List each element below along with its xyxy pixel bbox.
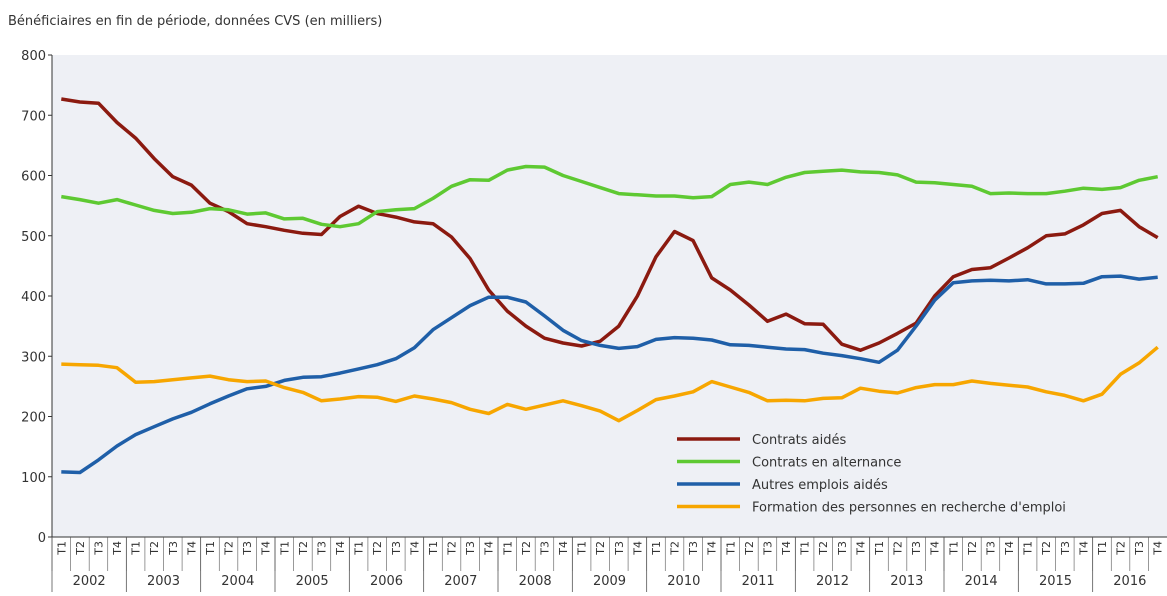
x-tick-label: T4 xyxy=(780,541,793,556)
year-label: 2010 xyxy=(667,574,700,589)
y-tick-label: 200 xyxy=(21,411,46,426)
x-tick-label: T2 xyxy=(148,541,161,556)
x-tick-label: T1 xyxy=(724,541,737,556)
x-tick-label: T2 xyxy=(743,541,756,556)
x-tick-label: T3 xyxy=(836,541,849,556)
x-tick-label: T4 xyxy=(854,541,867,556)
series-line xyxy=(61,345,1159,423)
x-tick-label: T4 xyxy=(185,541,198,556)
x-tick-label: T4 xyxy=(111,541,124,556)
x-tick-label: T1 xyxy=(130,541,143,556)
x-tick-label: T1 xyxy=(353,541,366,556)
y-tick-label: 0 xyxy=(38,531,46,546)
series-line xyxy=(61,97,1159,352)
y-tick-label: 500 xyxy=(21,230,46,245)
x-tick-label: T1 xyxy=(501,541,514,556)
chart-subtitle: Bénéficiaires en fin de période, données… xyxy=(8,14,382,29)
x-tick-label: T2 xyxy=(1115,541,1128,556)
x-tick-label: T2 xyxy=(892,541,905,556)
x-tick-label: T1 xyxy=(278,541,291,556)
x-tick-label: T4 xyxy=(929,541,942,556)
x-tick-label: T4 xyxy=(260,541,273,556)
x-tick-label: T4 xyxy=(706,541,719,556)
x-tick-label: T2 xyxy=(817,541,830,556)
x-tick-label: T2 xyxy=(520,541,533,556)
y-tick-label: 800 xyxy=(21,49,46,64)
legend-label: Autres emplois aidés xyxy=(752,478,888,493)
year-label: 2003 xyxy=(147,574,180,589)
x-tick-label: T4 xyxy=(1152,541,1165,556)
year-label: 2002 xyxy=(73,574,106,589)
x-tick-label: T4 xyxy=(631,541,644,556)
year-label: 2004 xyxy=(221,574,254,589)
x-tick-label: T3 xyxy=(538,541,551,556)
x-tick-label: T3 xyxy=(910,541,923,556)
year-label: 2008 xyxy=(519,574,552,589)
x-tick-label: T3 xyxy=(92,541,105,556)
year-label: 2007 xyxy=(444,574,477,589)
y-tick-label: 700 xyxy=(21,109,46,124)
x-tick-label: T3 xyxy=(390,541,403,556)
x-tick-label: T1 xyxy=(576,541,589,556)
x-tick-label: T1 xyxy=(1096,541,1109,556)
x-tick-label: T3 xyxy=(315,541,328,556)
x-tick-label: T2 xyxy=(1040,541,1053,556)
x-tick-label: T4 xyxy=(1077,541,1090,556)
x-tick-label: T3 xyxy=(1059,541,1072,556)
x-tick-label: T1 xyxy=(1022,541,1035,556)
legend-label: Contrats aidés xyxy=(752,433,847,448)
legend-label: Formation des personnes en recherche d'e… xyxy=(752,501,1066,516)
x-tick-label: T4 xyxy=(557,541,570,556)
year-label: 2005 xyxy=(296,574,329,589)
x-tick-label: T3 xyxy=(613,541,626,556)
x-tick-label: T1 xyxy=(650,541,663,556)
year-label: 2009 xyxy=(593,574,626,589)
y-tick-label: 300 xyxy=(21,350,46,365)
x-tick-label: T3 xyxy=(761,541,774,556)
x-tick-label: T1 xyxy=(873,541,886,556)
x-tick-label: T3 xyxy=(984,541,997,556)
x-tick-label: T4 xyxy=(1003,541,1016,556)
x-tick-label: T3 xyxy=(1133,541,1146,556)
year-label: 2016 xyxy=(1113,574,1146,589)
x-tick-label: T3 xyxy=(687,541,700,556)
x-tick-label: T4 xyxy=(408,541,421,556)
x-tick-label: T1 xyxy=(55,541,68,556)
year-label: 2013 xyxy=(890,574,923,589)
series-line xyxy=(61,164,1159,229)
plot-area xyxy=(52,55,1167,537)
x-tick-label: T3 xyxy=(464,541,477,556)
x-tick-label: T1 xyxy=(204,541,217,556)
y-tick-label: 100 xyxy=(21,471,46,486)
year-label: 2015 xyxy=(1039,574,1072,589)
year-label: 2006 xyxy=(370,574,403,589)
x-tick-label: T4 xyxy=(334,541,347,556)
legend-label: Contrats en alternance xyxy=(752,456,901,471)
year-label: 2012 xyxy=(816,574,849,589)
x-tick-label: T3 xyxy=(167,541,180,556)
x-tick-label: T3 xyxy=(241,541,254,556)
x-tick-label: T1 xyxy=(799,541,812,556)
year-label: 2011 xyxy=(742,574,775,589)
x-tick-label: T2 xyxy=(223,541,236,556)
x-tick-label: T2 xyxy=(669,541,682,556)
x-tick-label: T2 xyxy=(446,541,459,556)
x-tick-label: T2 xyxy=(594,541,607,556)
x-tick-label: T1 xyxy=(947,541,960,556)
x-tick-label: T4 xyxy=(483,541,496,556)
x-tick-label: T1 xyxy=(427,541,440,556)
x-tick-label: T2 xyxy=(371,541,384,556)
series-line xyxy=(61,274,1158,475)
y-tick-label: 600 xyxy=(21,170,46,185)
x-tick-label: T2 xyxy=(74,541,87,556)
x-tick-label: T2 xyxy=(297,541,310,556)
x-tick-label: T2 xyxy=(966,541,979,556)
y-tick-label: 400 xyxy=(21,290,46,305)
year-label: 2014 xyxy=(965,574,998,589)
